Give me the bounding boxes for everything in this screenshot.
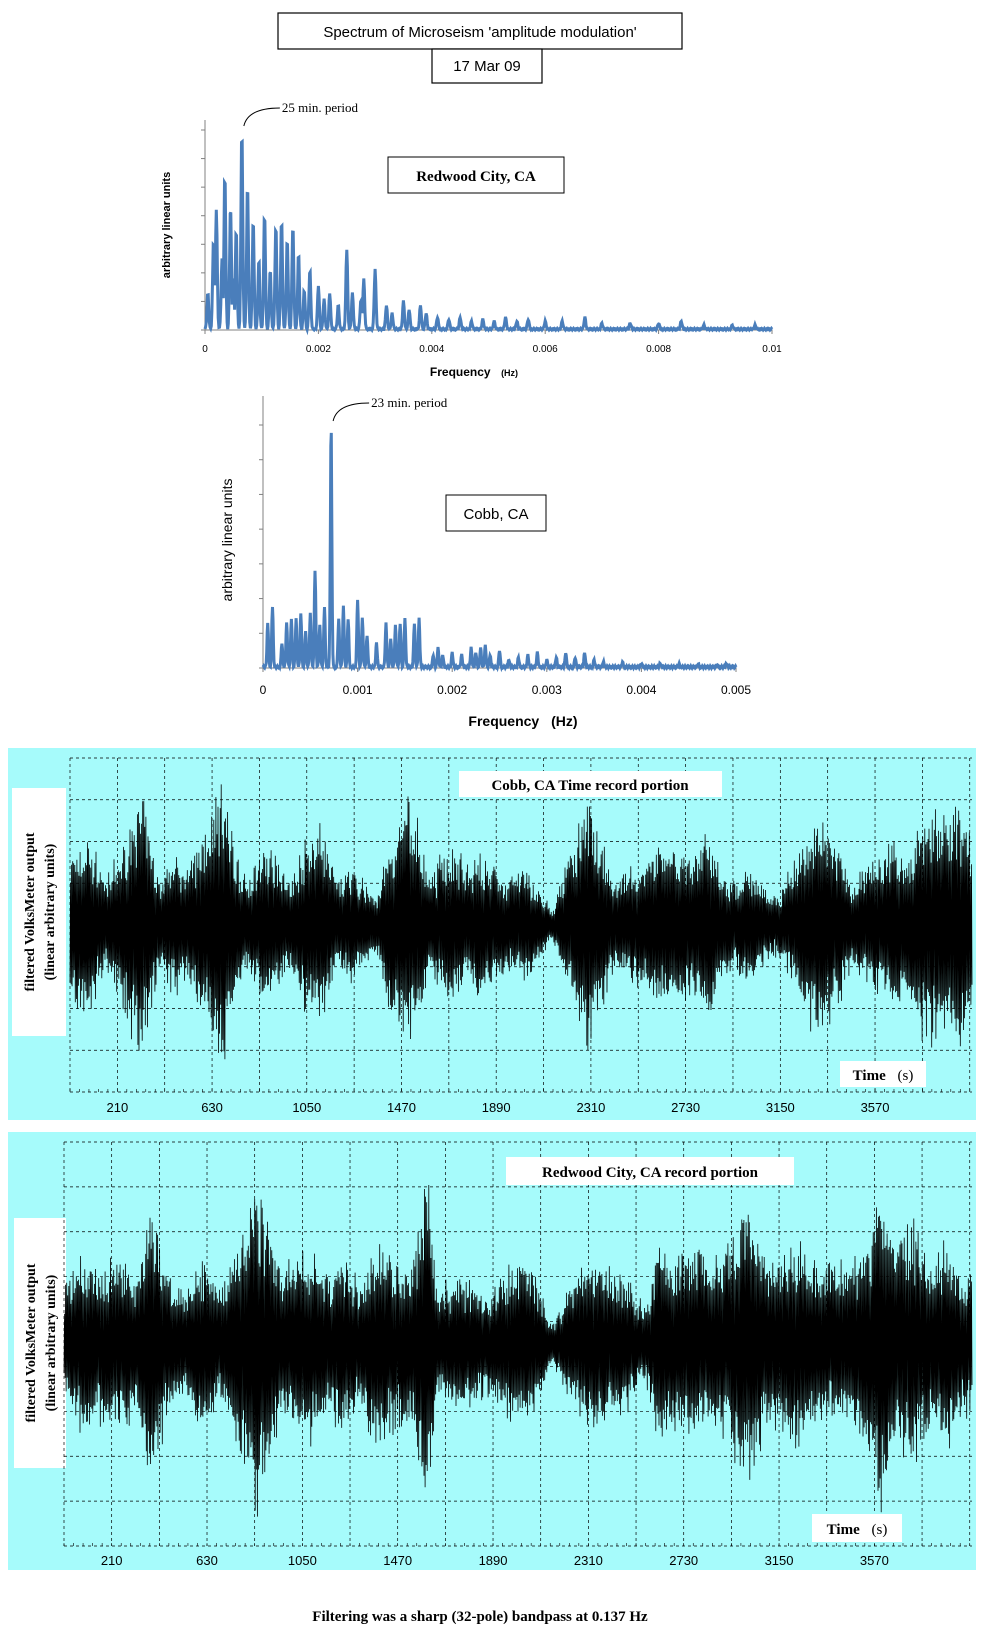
x-tick-label: 0.004 <box>626 683 656 697</box>
x-tick-label: 0.001 <box>343 683 373 697</box>
y-axis-label: arbitrary linear units <box>219 479 235 602</box>
x-axis-label-text: Frequency <box>468 713 539 729</box>
x-axis-unit: (Hz) <box>551 713 577 729</box>
x-tick-label: 0.002 <box>437 683 467 697</box>
x-ticks: 0 0.002 0.004 0.006 0.008 0.01 <box>202 330 782 355</box>
x-tick-label: 0 <box>202 344 208 355</box>
x-axis-label: Frequency (Hz) <box>468 713 577 729</box>
y-ticks <box>259 424 263 669</box>
x-axis-label-text: Time <box>827 1522 860 1538</box>
station-label-box <box>445 494 547 532</box>
redwood-time-record-chart: filtered VolksMeter output (linear arbit… <box>8 1132 976 1570</box>
annotation-23-min: 23 min. period <box>371 395 448 410</box>
title-box <box>277 12 683 50</box>
x-tick-label: 210 <box>107 1100 129 1115</box>
annotation-callout <box>243 107 280 127</box>
seismic-trace <box>69 784 973 1060</box>
title-box <box>459 771 722 797</box>
x-tick-label: 2730 <box>669 1553 698 1568</box>
x-tick-label: 630 <box>196 1553 218 1568</box>
annotation-25-min: 25 min. period <box>282 100 359 115</box>
y-axis-label-line2: (linear arbitrary units) <box>43 843 58 980</box>
title-box <box>506 1157 794 1185</box>
y-axis-label-line1: filtered VolksMeter output <box>23 832 38 991</box>
x-tick-label: 1890 <box>479 1553 508 1568</box>
time-label-box <box>812 1514 902 1542</box>
grid <box>63 1141 972 1547</box>
x-tick-label: 3150 <box>765 1553 794 1568</box>
y-ticks <box>201 129 205 331</box>
x-tick-label: 0.005 <box>721 683 751 697</box>
station-label: Cobb, CA <box>463 506 528 523</box>
x-axis-label-text: Time <box>853 1068 886 1084</box>
x-tick-label: 1470 <box>383 1553 412 1568</box>
spectrum-line <box>203 138 774 336</box>
x-tick-label: 3570 <box>861 1100 890 1115</box>
x-tick-label: 2310 <box>576 1100 605 1115</box>
x-tick-label: 0 <box>260 683 267 697</box>
x-tick-label: 0.003 <box>532 683 562 697</box>
date-box <box>431 48 543 84</box>
x-tick-labels: 210 630 1050 1470 1890 2310 2730 3150 3570 <box>107 1100 890 1115</box>
x-tick-label: 0.006 <box>533 344 558 355</box>
station-label: Redwood City, CA <box>416 169 536 185</box>
cobb-spectrum-chart: 0 0.001 0.002 0.003 0.004 0.005 arbitrary lin… <box>219 395 751 729</box>
seismic-trace <box>63 1184 973 1517</box>
x-tick-label: 1050 <box>292 1100 321 1115</box>
y-axis-label-line1: filtered VolksMeter output <box>24 1263 39 1422</box>
x-tick-label: 0.008 <box>646 344 671 355</box>
x-tick-label: 1890 <box>482 1100 511 1115</box>
x-tick-labels: 210 630 1050 1470 1890 2310 2730 3150 3570 <box>101 1553 889 1568</box>
x-tick-label: 2310 <box>574 1553 603 1568</box>
x-tick-label: 1470 <box>387 1100 416 1115</box>
y-axis-label-line2: (linear arbitrary units) <box>44 1274 59 1411</box>
x-axis-label: Time (s) <box>827 1522 888 1538</box>
x-tick-label: 3570 <box>860 1553 889 1568</box>
x-tick-label: 210 <box>101 1553 123 1568</box>
x-tick-label: 2730 <box>671 1100 700 1115</box>
x-axis-label: Frequency (Hz) <box>430 363 518 380</box>
spectrum-line <box>261 432 738 673</box>
x-ticks: 0 0.001 0.002 0.003 0.004 0.005 <box>260 668 751 697</box>
x-axis-label: Time (s) <box>853 1068 914 1084</box>
record-title: Cobb, CA Time record portion <box>491 778 689 794</box>
y-axis-label: arbitrary linear units <box>161 172 173 278</box>
ylabel-box <box>14 1218 66 1468</box>
annotation-callout <box>332 402 370 422</box>
x-tick-label: 0.002 <box>306 344 331 355</box>
x-tick-label: 1050 <box>288 1553 317 1568</box>
page-date: 17 Mar 09 <box>453 58 521 75</box>
time-label-box <box>840 1061 926 1087</box>
header: Spectrum of Microseism 'amplitude modula… <box>277 12 683 84</box>
x-tick-label: 3150 <box>766 1100 795 1115</box>
footer-note: Filtering was a sharp (32-pole) bandpass… <box>312 1609 648 1625</box>
x-axis-unit: (s) <box>897 1068 913 1084</box>
page-title: Spectrum of Microseism 'amplitude modula… <box>323 24 636 41</box>
record-title: Redwood City, CA record portion <box>542 1165 759 1181</box>
redwood-spectrum-chart: 0 0.002 0.004 0.006 0.008 0.01 arbitrary line… <box>161 100 782 380</box>
x-tick-label: 630 <box>201 1100 223 1115</box>
x-axis-label-text: Frequency <box>430 365 491 379</box>
x-axis-unit: (s) <box>871 1522 887 1538</box>
x-axis-unit: (Hz) <box>501 368 518 378</box>
x-tick-label: 0.01 <box>762 344 782 355</box>
station-label-box <box>387 156 565 194</box>
x-tick-label: 0.004 <box>419 344 444 355</box>
ylabel-box <box>12 788 66 1036</box>
cobb-time-record-chart: filtered VolksMeter output (linear arbit… <box>8 748 976 1120</box>
